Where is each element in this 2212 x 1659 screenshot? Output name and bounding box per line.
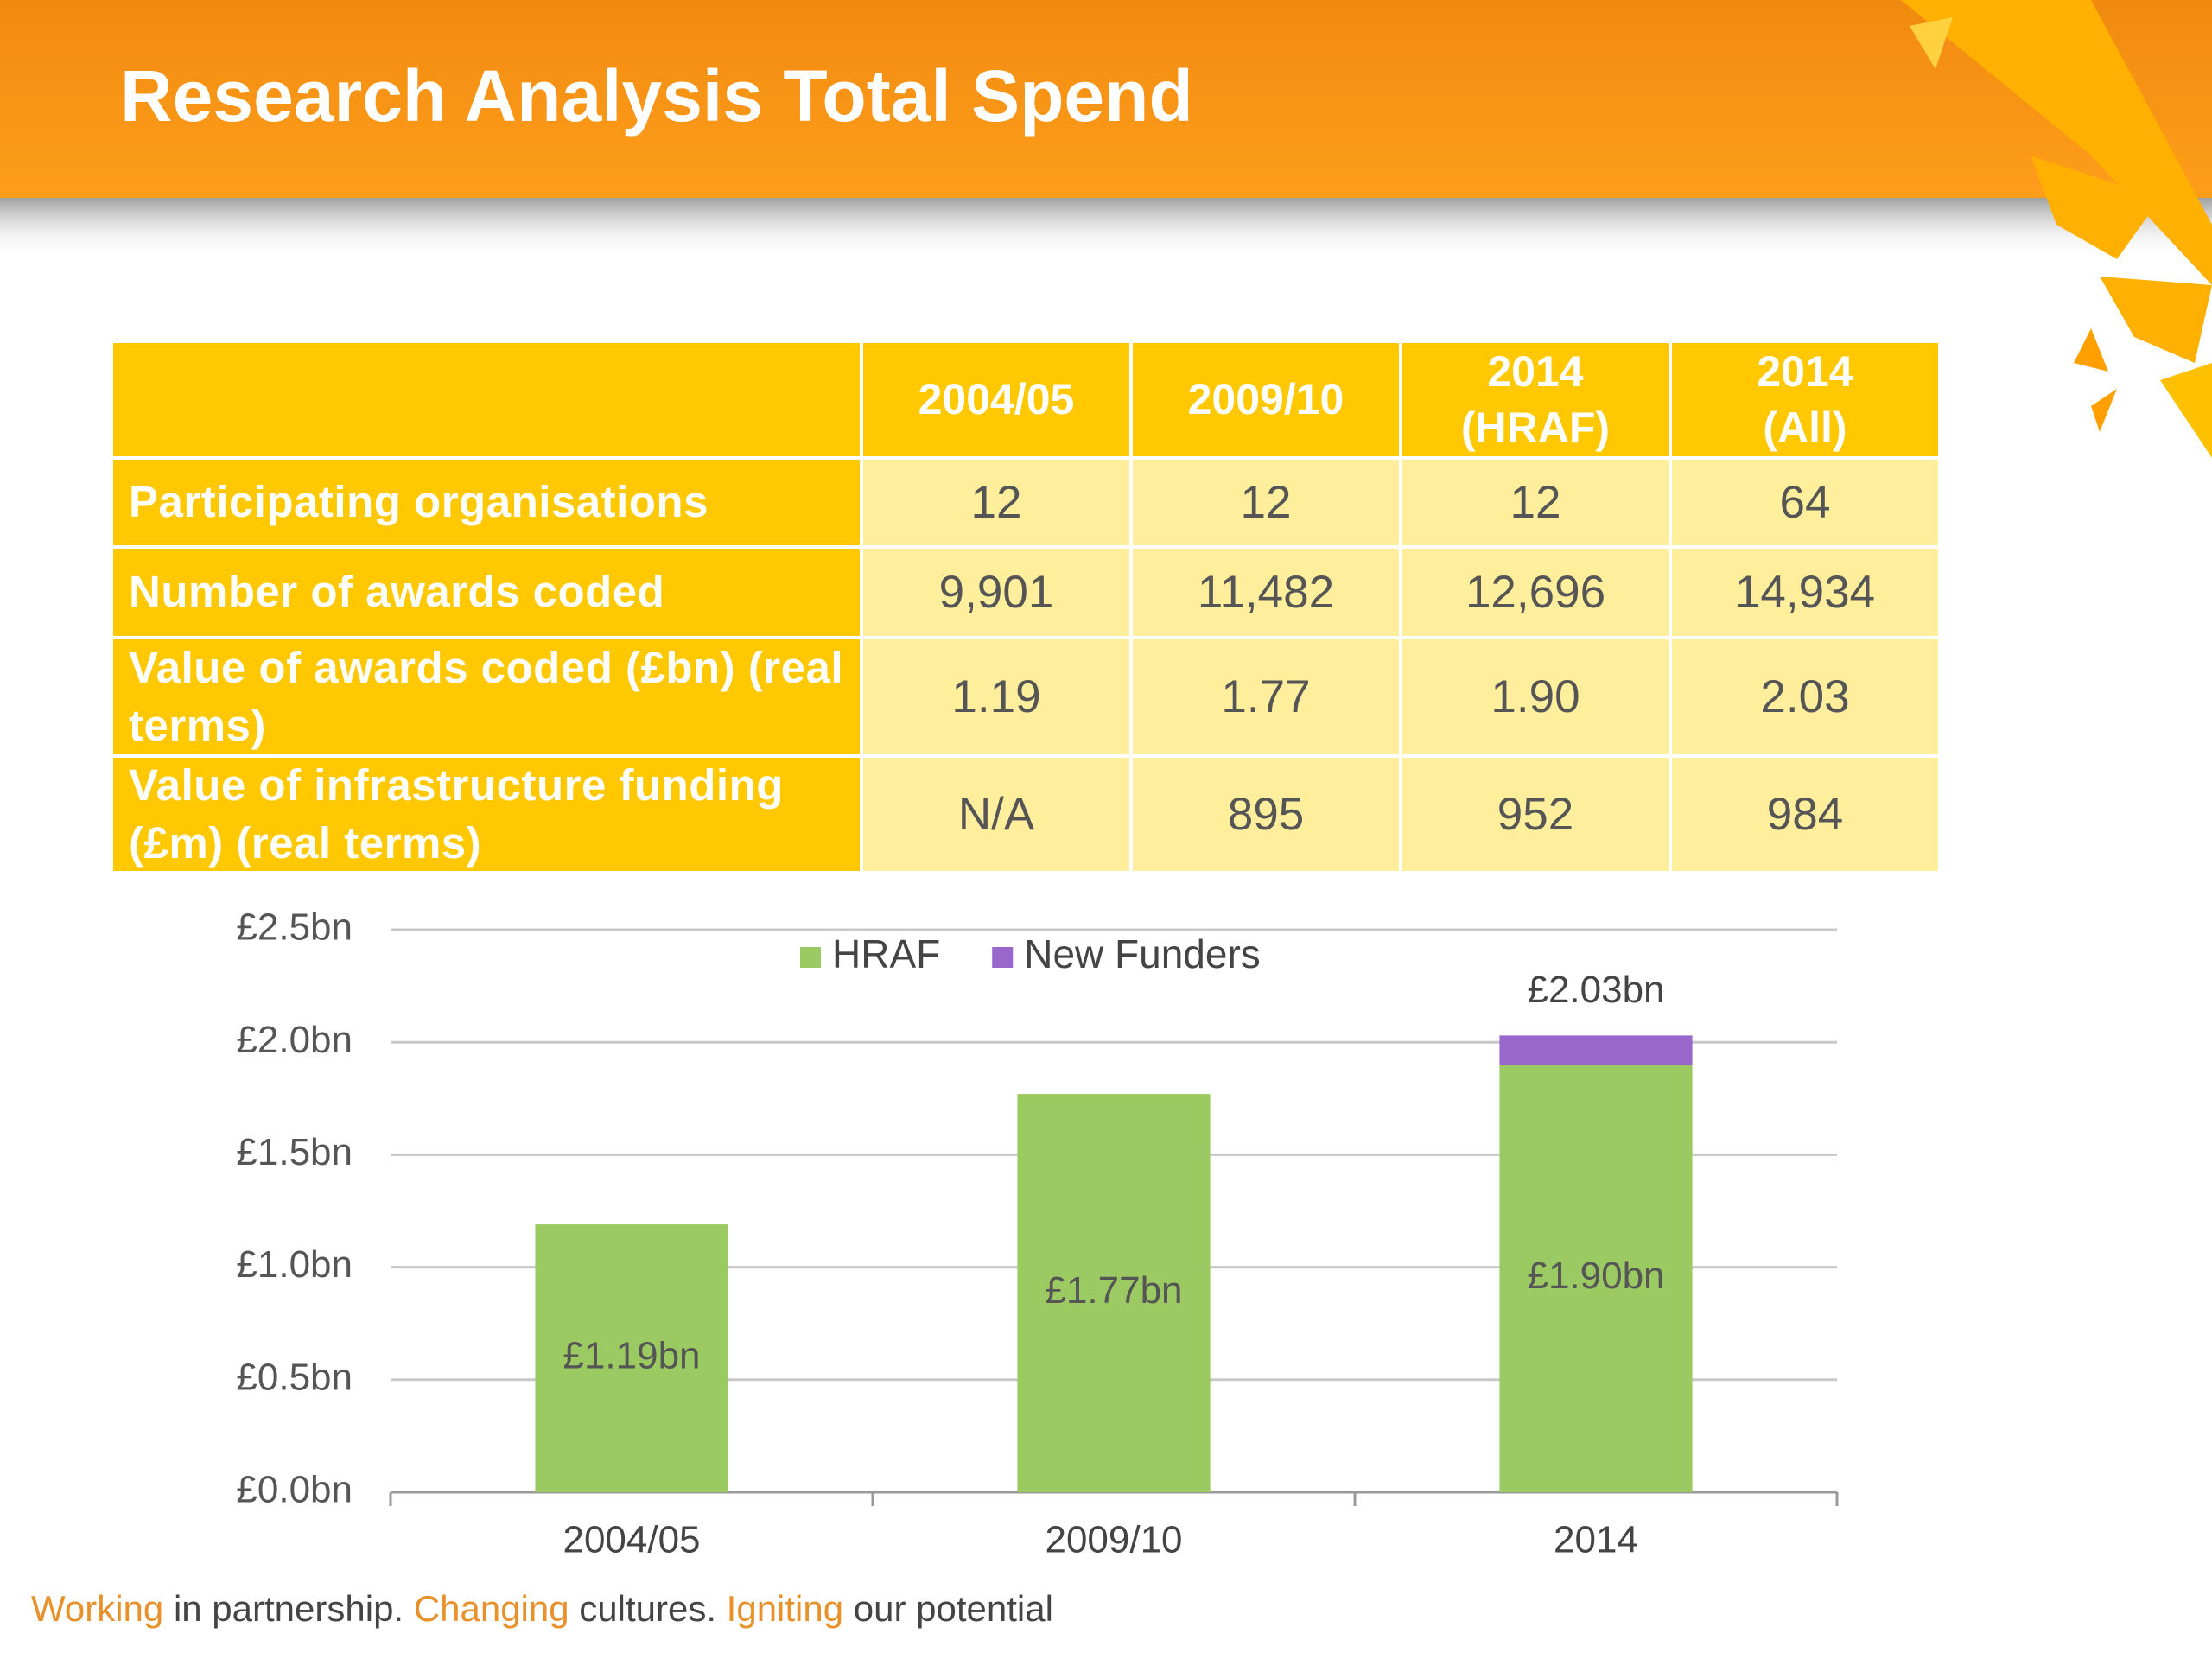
value-cell: 2.03 <box>1672 639 1942 758</box>
y-tick-label: £0.5bn <box>236 1356 353 1398</box>
footer-text: our potential <box>843 1588 1053 1629</box>
slide-title: Research Analysis Total Spend <box>120 55 1193 137</box>
x-tick-label: 2004/05 <box>563 1519 700 1561</box>
header-cell: 2014 (HRAF) <box>1402 343 1672 460</box>
cell-text: 2009/10 <box>1187 375 1344 423</box>
cell-text: 2004/05 <box>918 375 1075 423</box>
cell-text: Value of infrastructure funding (£m) (re… <box>129 760 784 868</box>
cell-text: 1.77 <box>1221 671 1311 722</box>
bar-segment <box>535 1224 728 1492</box>
cell-text: 895 <box>1227 789 1305 840</box>
bar-segment <box>1499 1035 1693 1065</box>
cell-text: 12 <box>970 477 1022 528</box>
header-cell: 2009/10 <box>1133 343 1402 460</box>
row-label: Value of infrastructure funding (£m) (re… <box>113 758 863 874</box>
cell-text: Number of awards coded <box>129 567 665 617</box>
value-cell: 1.90 <box>1402 639 1672 758</box>
footer-tagline: Working in partnership. Changing culture… <box>31 1588 1053 1630</box>
value-cell: 12 <box>1133 460 1402 549</box>
y-tick-label: £1.5bn <box>236 1131 353 1173</box>
sunburst-decoration <box>1901 0 2212 458</box>
cell-text: 984 <box>1766 789 1844 840</box>
footer-text: Working <box>31 1588 164 1629</box>
legend: HRAF New Funders <box>800 931 1261 976</box>
legend-swatch <box>800 947 821 968</box>
value-cell: 14,934 <box>1672 549 1942 639</box>
cell-text: N/A <box>957 789 1035 840</box>
footer-text: Changing <box>413 1588 569 1629</box>
cell-text: 12,696 <box>1465 567 1606 618</box>
value-cell: N/A <box>863 758 1133 874</box>
legend-swatch <box>992 947 1014 968</box>
cell-text: 2014 (HRAF) <box>1460 346 1611 452</box>
value-cell: 12,696 <box>1402 549 1672 639</box>
cell-text: Participating organisations <box>129 477 709 527</box>
cell-text: 2.03 <box>1760 671 1850 722</box>
cell-text: 12 <box>1240 477 1292 528</box>
cell-text: 64 <box>1779 477 1831 528</box>
total-label: £2.03bn <box>1527 969 1664 1011</box>
value-cell: 12 <box>1402 460 1672 549</box>
header-cell <box>113 343 863 460</box>
row-label: Participating organisations <box>113 460 863 549</box>
legend-label: HRAF <box>832 931 940 976</box>
x-tick-label: 2009/10 <box>1045 1519 1182 1561</box>
cell-text: 12 <box>1510 477 1561 528</box>
footer-text: cultures. <box>569 1588 727 1629</box>
row-label: Value of awards coded (£bn) (real terms) <box>113 639 863 758</box>
y-tick-label: £2.0bn <box>236 1019 353 1061</box>
bar-segment <box>1499 1065 1693 1492</box>
bar-segment <box>1017 1094 1211 1492</box>
legend-label: New Funders <box>1024 931 1261 976</box>
cell-text: 1.90 <box>1491 671 1580 722</box>
value-cell: 64 <box>1672 460 1942 549</box>
footer-text: in partnership. <box>163 1588 414 1629</box>
cell-text: 14,934 <box>1734 567 1876 618</box>
y-tick-label: £1.0bn <box>236 1243 353 1286</box>
cell-text: 1.19 <box>951 671 1041 722</box>
cell-text: 11,482 <box>1197 567 1335 618</box>
value-cell: 984 <box>1672 758 1942 874</box>
bar-value-label: £1.77bn <box>1045 1269 1182 1312</box>
value-cell: 9,901 <box>863 549 1133 639</box>
cell-text: 9,901 <box>938 567 1054 618</box>
value-cell: 895 <box>1133 758 1402 874</box>
header-band <box>0 0 2212 198</box>
y-tick-label: £0.0bn <box>236 1469 353 1511</box>
value-cell: 952 <box>1402 758 1672 874</box>
row-label: Number of awards coded <box>113 549 863 639</box>
cell-text: 2014 (All) <box>1757 346 1853 452</box>
footer-text: Igniting <box>726 1588 844 1629</box>
bar-value-label: £1.90bn <box>1527 1255 1664 1297</box>
value-cell: 1.19 <box>863 639 1133 758</box>
header-shadow <box>0 198 2212 258</box>
value-cell: 11,482 <box>1133 549 1402 639</box>
y-tick-label: £2.5bn <box>236 906 353 949</box>
header-cell: 2014 (All) <box>1672 343 1942 460</box>
x-tick-label: 2014 <box>1554 1519 1638 1561</box>
cell-text: 952 <box>1497 789 1574 840</box>
bar-value-label: £1.19bn <box>563 1335 700 1377</box>
value-cell: 12 <box>863 460 1133 549</box>
cell-text: Value of awards coded (£bn) (real terms) <box>129 643 844 750</box>
value-cell: 1.77 <box>1133 639 1402 758</box>
header-cell: 2004/05 <box>863 343 1133 460</box>
